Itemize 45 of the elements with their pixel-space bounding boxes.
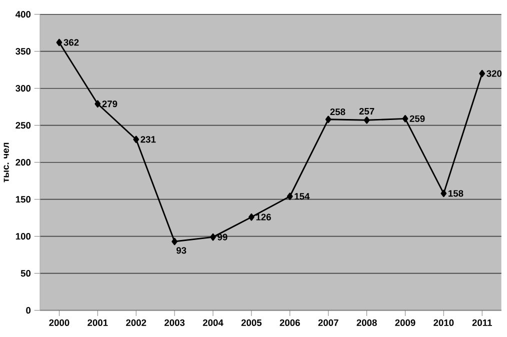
- point: [325, 116, 332, 124]
- x-tick-label: 2000: [49, 319, 70, 326]
- x-tick-label: 2009: [395, 319, 416, 326]
- point: [210, 233, 216, 241]
- data-label: 126: [256, 214, 271, 220]
- point: [94, 100, 101, 108]
- point: [440, 190, 447, 198]
- point: [133, 136, 140, 144]
- x-tick-label: 2006: [280, 319, 300, 326]
- data-label: 154: [294, 193, 310, 200]
- x-tick-label: 2010: [434, 319, 454, 326]
- point: [56, 38, 62, 46]
- x-tick-label: 2011: [472, 319, 492, 326]
- y-tick-label: 300: [16, 85, 31, 92]
- x-tick-label: 2002: [126, 319, 146, 326]
- data-label: 158: [448, 190, 464, 197]
- data-label: 231: [140, 136, 156, 143]
- data-label: 362: [64, 39, 79, 46]
- point: [402, 115, 408, 122]
- point: [286, 192, 293, 200]
- data-label: 93: [176, 247, 186, 254]
- y-tick-label: 400: [16, 11, 31, 18]
- y-axis-title: тыс. чел: [4, 142, 9, 182]
- data-label: 320: [486, 70, 502, 77]
- y-tick-label: 350: [16, 48, 31, 55]
- point: [364, 116, 370, 124]
- point: [172, 238, 178, 246]
- x-tick-label: 2005: [241, 319, 262, 326]
- y-tick-label: 100: [16, 233, 31, 240]
- y-tick-label: 50: [20, 270, 31, 277]
- x-tick-label: 2003: [164, 319, 185, 326]
- y-tick-label: 0: [26, 307, 31, 314]
- x-tick-label: 2001: [88, 319, 108, 326]
- y-tick-label: 150: [16, 196, 31, 203]
- x-tick-label: 2008: [356, 319, 377, 326]
- data-label: 258: [330, 108, 346, 116]
- x-tick-label: 2007: [318, 319, 338, 326]
- point: [479, 70, 486, 78]
- y-tick-label: 200: [16, 159, 31, 166]
- data-label: 259: [410, 115, 425, 122]
- data-label: 257: [359, 108, 374, 115]
- data-label: 279: [102, 100, 118, 108]
- y-tick-label: 250: [16, 122, 31, 129]
- x-tick-label: 2004: [202, 319, 224, 326]
- point: [248, 213, 254, 221]
